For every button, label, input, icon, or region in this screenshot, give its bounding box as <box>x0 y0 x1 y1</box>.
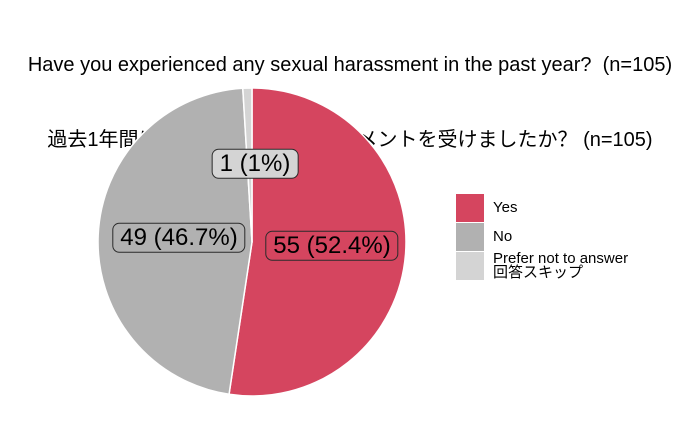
legend-item-prefer-not-to-answer: Prefer not to answer 回答スキップ <box>456 250 629 281</box>
legend-swatch-yes <box>456 194 484 222</box>
legend-swatch-no <box>456 223 484 251</box>
legend: Yes No Prefer not to answer 回答スキップ <box>456 194 628 281</box>
slice-label-yes: 55 (52.4%) <box>265 230 399 262</box>
legend-label-prefer-not-to-answer: Prefer not to answer 回答スキップ <box>493 250 629 281</box>
legend-label-jp: 回答スキップ <box>493 264 584 281</box>
legend-label-yes: Yes <box>493 199 518 216</box>
chart-title-en: Have you experienced any sexual harassme… <box>27 54 673 76</box>
legend-label-no: No <box>493 228 513 245</box>
legend-swatch-prefer-not-to-answer <box>456 252 484 280</box>
legend-item-yes: Yes <box>456 194 628 222</box>
legend-label-en: Prefer not to answer <box>493 250 629 267</box>
legend-item-no: No <box>456 223 628 251</box>
slice-label-no: 49 (46.7%) <box>112 222 246 254</box>
slice-label-prefer-not-to-answer: 1 (1%) <box>211 148 299 180</box>
